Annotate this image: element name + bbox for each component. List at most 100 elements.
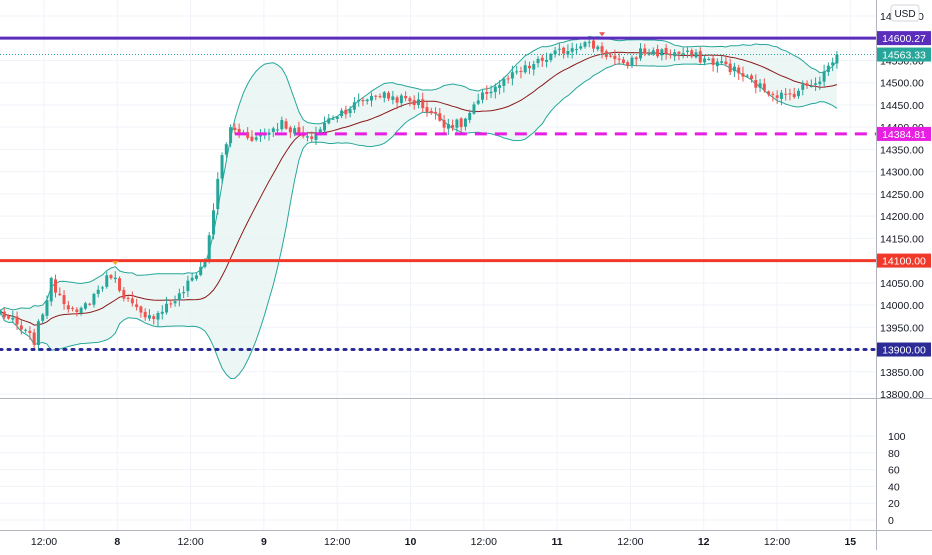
- candle-body[interactable]: [519, 71, 523, 73]
- candle-body[interactable]: [15, 316, 19, 325]
- candle-body[interactable]: [387, 92, 391, 99]
- candle-body[interactable]: [203, 259, 207, 267]
- candle-body[interactable]: [88, 303, 92, 305]
- candle-body[interactable]: [438, 113, 442, 121]
- candle-body[interactable]: [805, 83, 809, 86]
- candle-body[interactable]: [617, 58, 621, 60]
- candle-body[interactable]: [199, 266, 203, 275]
- candle-body[interactable]: [207, 235, 211, 260]
- candle-body[interactable]: [374, 95, 378, 97]
- candle-body[interactable]: [540, 57, 544, 61]
- candle-body[interactable]: [758, 83, 762, 88]
- candle-body[interactable]: [724, 61, 728, 65]
- candle-body[interactable]: [732, 66, 736, 72]
- candle-body[interactable]: [562, 47, 566, 54]
- candle-body[interactable]: [493, 86, 497, 93]
- candle-body[interactable]: [92, 293, 96, 305]
- candle-body[interactable]: [711, 58, 715, 65]
- candle-body[interactable]: [357, 100, 361, 102]
- candle-body[interactable]: [570, 48, 574, 52]
- candle-body[interactable]: [468, 112, 472, 120]
- candle-body[interactable]: [36, 321, 40, 345]
- candle-body[interactable]: [49, 278, 53, 302]
- candle-body[interactable]: [83, 303, 87, 309]
- candle-body[interactable]: [190, 277, 194, 281]
- candle-body[interactable]: [677, 51, 681, 54]
- candle-body[interactable]: [293, 128, 297, 134]
- candle-body[interactable]: [690, 50, 694, 57]
- candle-body[interactable]: [348, 109, 352, 114]
- candle-body[interactable]: [553, 50, 557, 55]
- candle-body[interactable]: [489, 91, 493, 94]
- candle-body[interactable]: [276, 129, 280, 131]
- candle-body[interactable]: [621, 59, 625, 64]
- currency-badge[interactable]: USD: [890, 4, 920, 22]
- candle-body[interactable]: [126, 297, 130, 299]
- candle-body[interactable]: [630, 57, 634, 66]
- candle-body[interactable]: [41, 314, 45, 321]
- candle-body[interactable]: [258, 135, 262, 137]
- candle-body[interactable]: [0, 310, 2, 315]
- candle-body[interactable]: [643, 48, 647, 54]
- candle-body[interactable]: [775, 95, 779, 98]
- candlesticks[interactable]: [0, 36, 839, 351]
- candle-body[interactable]: [545, 59, 549, 62]
- candle-body[interactable]: [100, 287, 104, 289]
- candle-body[interactable]: [365, 99, 369, 102]
- horizontal-levels[interactable]: [0, 36, 878, 352]
- candle-body[interactable]: [28, 330, 32, 333]
- candle-body[interactable]: [626, 62, 630, 66]
- candle-body[interactable]: [767, 91, 771, 95]
- candle-body[interactable]: [673, 52, 677, 57]
- candle-body[interactable]: [404, 96, 408, 99]
- candle-body[interactable]: [212, 210, 215, 235]
- candle-body[interactable]: [788, 93, 792, 95]
- candle-body[interactable]: [58, 293, 62, 296]
- candle-body[interactable]: [11, 317, 15, 320]
- candle-body[interactable]: [685, 50, 689, 52]
- candle-body[interactable]: [463, 118, 467, 127]
- candle-body[interactable]: [762, 83, 766, 91]
- candle-body[interactable]: [139, 306, 143, 313]
- candle-body[interactable]: [416, 99, 420, 105]
- candle-body[interactable]: [814, 83, 818, 85]
- candle-body[interactable]: [634, 57, 638, 60]
- candle-body[interactable]: [288, 127, 292, 133]
- candle-body[interactable]: [271, 128, 275, 132]
- candle-body[interactable]: [24, 329, 28, 331]
- candle-body[interactable]: [382, 92, 386, 98]
- candle-body[interactable]: [826, 65, 830, 72]
- candle-body[interactable]: [510, 72, 514, 79]
- candle-body[interactable]: [668, 53, 672, 56]
- candle-body[interactable]: [118, 278, 122, 291]
- candle-body[interactable]: [698, 51, 702, 63]
- candle-body[interactable]: [754, 80, 758, 88]
- candle-body[interactable]: [7, 316, 11, 319]
- candle-body[interactable]: [728, 63, 732, 73]
- candle-body[interactable]: [391, 96, 395, 100]
- candle-body[interactable]: [45, 300, 49, 316]
- candle-body[interactable]: [194, 275, 198, 279]
- candle-body[interactable]: [220, 155, 224, 179]
- candle-body[interactable]: [331, 118, 335, 120]
- candle-body[interactable]: [566, 51, 570, 55]
- candle-body[interactable]: [536, 58, 540, 64]
- candle-body[interactable]: [224, 144, 228, 155]
- candle-body[interactable]: [784, 93, 788, 95]
- candle-body[interactable]: [639, 48, 642, 59]
- candle-body[interactable]: [532, 64, 536, 70]
- candle-body[interactable]: [647, 53, 651, 55]
- candle-body[interactable]: [707, 59, 711, 61]
- candle-body[interactable]: [583, 42, 587, 47]
- candle-body[interactable]: [246, 132, 250, 138]
- candle-body[interactable]: [498, 85, 502, 88]
- candle-body[interactable]: [122, 289, 126, 299]
- candle-body[interactable]: [737, 67, 741, 74]
- candle-body[interactable]: [527, 65, 531, 69]
- candle-body[interactable]: [19, 325, 23, 330]
- candle-body[interactable]: [831, 62, 835, 66]
- candle-body[interactable]: [105, 275, 109, 287]
- candle-body[interactable]: [818, 81, 822, 85]
- candle-body[interactable]: [549, 53, 553, 61]
- candle-body[interactable]: [745, 75, 749, 77]
